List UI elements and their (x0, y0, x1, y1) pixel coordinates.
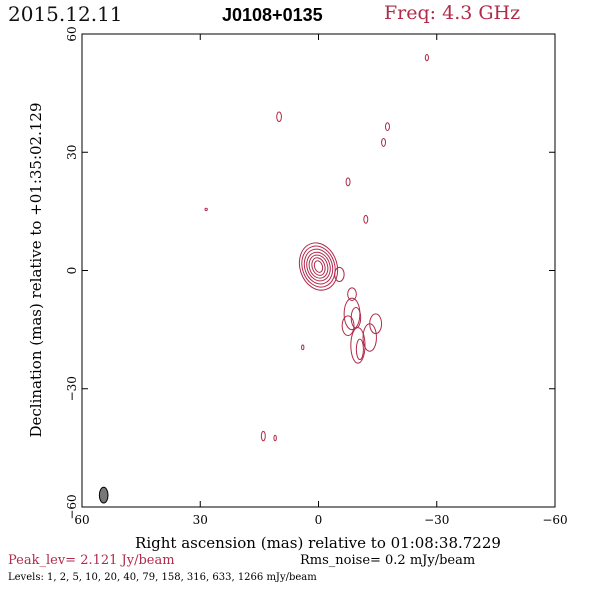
y-tick-label: −60 (65, 494, 79, 519)
noise-contour (204, 207, 208, 212)
jet-contour (334, 266, 345, 283)
x-tick-label: 30 (193, 513, 208, 527)
plot-frame (81, 33, 556, 508)
core-contour (298, 242, 339, 291)
noise-contour (363, 214, 369, 224)
core-contour (303, 248, 334, 285)
epoch-date: 2015.12.11 (8, 2, 123, 26)
tick-labels: 60 30 0 −30 −60 −60 −30 0 30 60 (65, 26, 568, 527)
x-axis-label: Right ascension (mas) relative to 01:08:… (135, 534, 501, 552)
jet-contour (355, 338, 364, 361)
x-tick-label: 0 (315, 513, 323, 527)
frequency-label: Freq: 4.3 GHz (384, 2, 521, 24)
noise-contour (273, 434, 277, 442)
noise-contour (301, 344, 305, 351)
core-contour (313, 260, 324, 273)
core-contour (301, 245, 336, 288)
core-contour (308, 254, 329, 279)
contours (204, 53, 429, 442)
noise-contour (276, 111, 282, 123)
contour-levels: Levels: 1, 2, 5, 10, 20, 40, 79, 158, 31… (8, 572, 317, 583)
y-axis-label: Declination (mas) relative to +01:35:02.… (27, 102, 45, 437)
x-tick-label: −60 (542, 513, 567, 527)
core-contour (311, 257, 326, 276)
noise-contour (385, 122, 390, 132)
y-tick-label: −30 (65, 376, 79, 401)
jet-contour (362, 323, 377, 352)
beam-shape (98, 486, 109, 504)
jet-contour (347, 287, 357, 301)
noise-contour (381, 137, 387, 147)
noise-contour (424, 53, 429, 62)
jet-contour (350, 327, 366, 364)
x-tick-label: −30 (424, 513, 449, 527)
y-tick-label: 30 (65, 145, 79, 160)
x-tick-label: 60 (74, 513, 89, 527)
jet-contour (341, 315, 355, 337)
peak-level: Peak_lev= 2.121 Jy/beam (8, 553, 175, 568)
beam-ellipse (98, 486, 109, 504)
noise-contour (345, 177, 351, 187)
axis-ticks (81, 33, 556, 508)
y-tick-label: 0 (65, 267, 79, 275)
jet-contour (369, 313, 383, 335)
source-name: J0108+0135 (222, 5, 323, 25)
y-tick-label: 60 (65, 26, 79, 41)
core-contour (306, 251, 331, 282)
rms-noise: Rms_noise= 0.2 mJy/beam (300, 553, 476, 568)
noise-contour (260, 430, 266, 442)
